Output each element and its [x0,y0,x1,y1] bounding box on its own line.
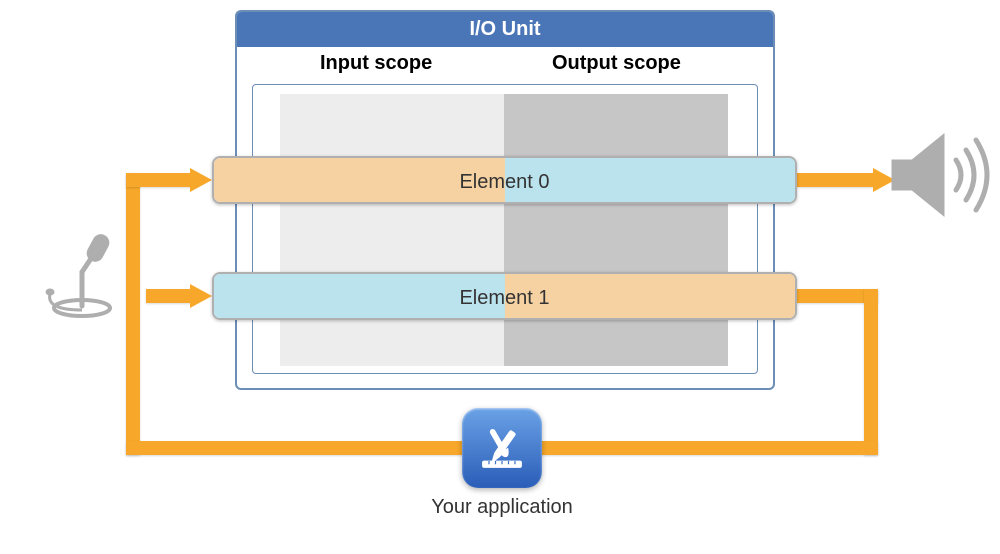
arrowhead-into-e0 [190,168,212,192]
element-0-label: Element 0 [214,158,795,204]
arrowhead-into-e1 [190,284,212,308]
arrow-app-to-e0-horizontal [126,173,192,187]
app-label: Your application [402,496,602,519]
app-icon [462,408,542,488]
arrow-e1-to-app-vertical [864,289,878,455]
io-unit-title: I/O Unit [237,12,773,47]
arrow-e0-to-speaker [797,173,875,187]
element-0-bar: Element 0 [212,156,797,204]
microphone-icon [36,228,136,318]
output-scope-bg [504,94,728,366]
speaker-icon [886,120,996,230]
element-1-bar: Element 1 [212,272,797,320]
input-scope-label: Input scope [320,52,432,75]
input-scope-bg [280,94,504,366]
arrow-mic-to-e1 [146,289,192,303]
output-scope-label: Output scope [552,52,681,75]
element-1-label: Element 1 [214,274,795,320]
app-tools-icon [476,422,528,474]
